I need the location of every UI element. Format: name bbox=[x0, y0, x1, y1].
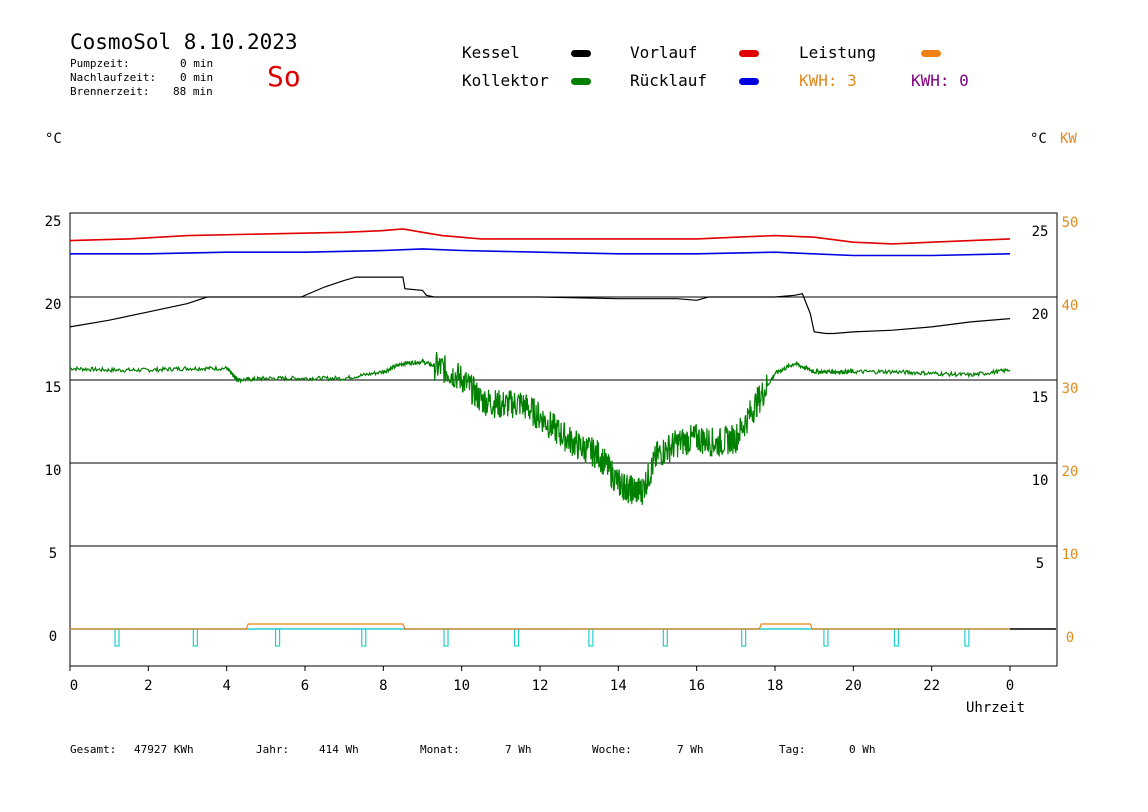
plot-frame bbox=[69, 212, 1058, 667]
stat-pumpzeit-value: 0 min bbox=[180, 57, 214, 70]
footer-tag-value: 0 Wh bbox=[849, 743, 876, 756]
stat-nachlaufzeit-label: Nachlaufzeit: bbox=[70, 71, 157, 84]
footer-gesamt-value: 47927 KWh bbox=[134, 743, 194, 756]
legend-vorlauf-swatch bbox=[739, 50, 759, 57]
legend-kessel-label: Kessel bbox=[462, 43, 520, 62]
y-tick-right-kw: 30 bbox=[1062, 381, 1079, 397]
x-tick-label: 20 bbox=[845, 678, 862, 694]
footer-monat-value: 7 Wh bbox=[505, 743, 532, 756]
pump-mark bbox=[588, 628, 594, 647]
legend-leistung-swatch bbox=[921, 50, 941, 57]
y-tick-right: 25 bbox=[1032, 224, 1049, 240]
y-tick-left: 0 bbox=[49, 629, 57, 645]
footer-tag-label: Tag: bbox=[779, 743, 806, 756]
pump-mark bbox=[192, 628, 198, 647]
legend-kwh-purple: KWH: 0 bbox=[911, 71, 969, 90]
y-tick-right-kw: 50 bbox=[1062, 215, 1079, 231]
right-unit-label: °C bbox=[1030, 131, 1047, 147]
y-tick-right-kw: 40 bbox=[1062, 298, 1079, 314]
x-tick-label: 18 bbox=[767, 678, 784, 694]
right-unit2-label: KW bbox=[1060, 131, 1077, 147]
y-tick-left: 20 bbox=[45, 297, 62, 313]
x-tick-label: 6 bbox=[301, 678, 309, 694]
y-tick-left: 25 bbox=[45, 214, 62, 230]
footer-monat-label: Monat: bbox=[420, 743, 460, 756]
x-tick-label: 0 bbox=[1006, 678, 1014, 694]
y-tick-left: 5 bbox=[49, 546, 57, 562]
legend-kessel-swatch bbox=[571, 50, 591, 57]
legend-leistung-label: Leistung bbox=[799, 43, 877, 62]
page-title: CosmoSol 8.10.2023 bbox=[70, 30, 298, 54]
footer-jahr-label: Jahr: bbox=[256, 743, 290, 756]
stat-brennerzeit-label: Brennerzeit: bbox=[70, 85, 150, 98]
legend-kwh-orange: KWH: 3 bbox=[799, 71, 857, 90]
x-tick-label: 2 bbox=[144, 678, 152, 694]
y-tick-right-kw: 0 bbox=[1066, 630, 1074, 646]
pump-mark bbox=[443, 628, 449, 647]
footer-woche-label: Woche: bbox=[592, 743, 632, 756]
x-tick-label: 14 bbox=[610, 678, 627, 694]
y-tick-left: 10 bbox=[45, 463, 62, 479]
legend-vorlauf-label: Vorlauf bbox=[630, 43, 698, 62]
legend-kollektor-swatch bbox=[571, 78, 591, 85]
pump-mark bbox=[662, 628, 668, 647]
series-leistung bbox=[70, 623, 1010, 630]
x-tick-label: 12 bbox=[532, 678, 549, 694]
series-kollektor bbox=[69, 352, 1011, 506]
y-tick-right-kw: 20 bbox=[1062, 464, 1079, 480]
stat-nachlaufzeit-value: 0 min bbox=[180, 71, 214, 84]
chart-series bbox=[69, 228, 1056, 647]
x-tick-label: 16 bbox=[688, 678, 705, 694]
x-tick-label: 8 bbox=[379, 678, 387, 694]
weekday-label: So bbox=[267, 60, 301, 93]
legend-ruecklauf-swatch bbox=[739, 78, 759, 85]
footer-gesamt-label: Gesamt: bbox=[70, 743, 117, 756]
x-tick-label: 22 bbox=[923, 678, 940, 694]
pump-mark bbox=[741, 628, 747, 647]
y-tick-right: 20 bbox=[1032, 307, 1049, 323]
stat-brennerzeit-value: 88 min bbox=[173, 85, 213, 98]
y-tick-right-kw: 10 bbox=[1062, 547, 1079, 563]
y-tick-right: 5 bbox=[1036, 556, 1044, 572]
x-axis-label: Uhrzeit bbox=[966, 700, 1026, 716]
y-tick-left: 15 bbox=[45, 380, 62, 396]
left-unit-label: °C bbox=[45, 131, 62, 147]
series-vorlauf bbox=[69, 228, 1011, 245]
pump-mark bbox=[823, 628, 829, 647]
footer-woche-value: 7 Wh bbox=[677, 743, 704, 756]
legend-kollektor-label: Kollektor bbox=[462, 71, 549, 90]
footer-jahr-value: 414 Wh bbox=[319, 743, 359, 756]
pump-mark bbox=[893, 628, 900, 647]
x-tick-label: 0 bbox=[70, 678, 78, 694]
x-tick-label: 10 bbox=[453, 678, 470, 694]
pump-mark bbox=[274, 628, 281, 647]
stat-pumpzeit-label: Pumpzeit: bbox=[70, 57, 130, 70]
y-tick-right: 15 bbox=[1032, 390, 1049, 406]
pump-mark bbox=[964, 628, 970, 647]
series-kessel bbox=[69, 276, 1011, 335]
pump-mark bbox=[114, 628, 120, 647]
x-tick-label: 4 bbox=[222, 678, 230, 694]
legend-ruecklauf-label: Rücklauf bbox=[630, 71, 708, 90]
pump-mark bbox=[513, 628, 520, 647]
series-ruecklauf bbox=[70, 248, 1011, 257]
pump-mark bbox=[361, 628, 367, 647]
y-tick-right: 10 bbox=[1032, 473, 1049, 489]
